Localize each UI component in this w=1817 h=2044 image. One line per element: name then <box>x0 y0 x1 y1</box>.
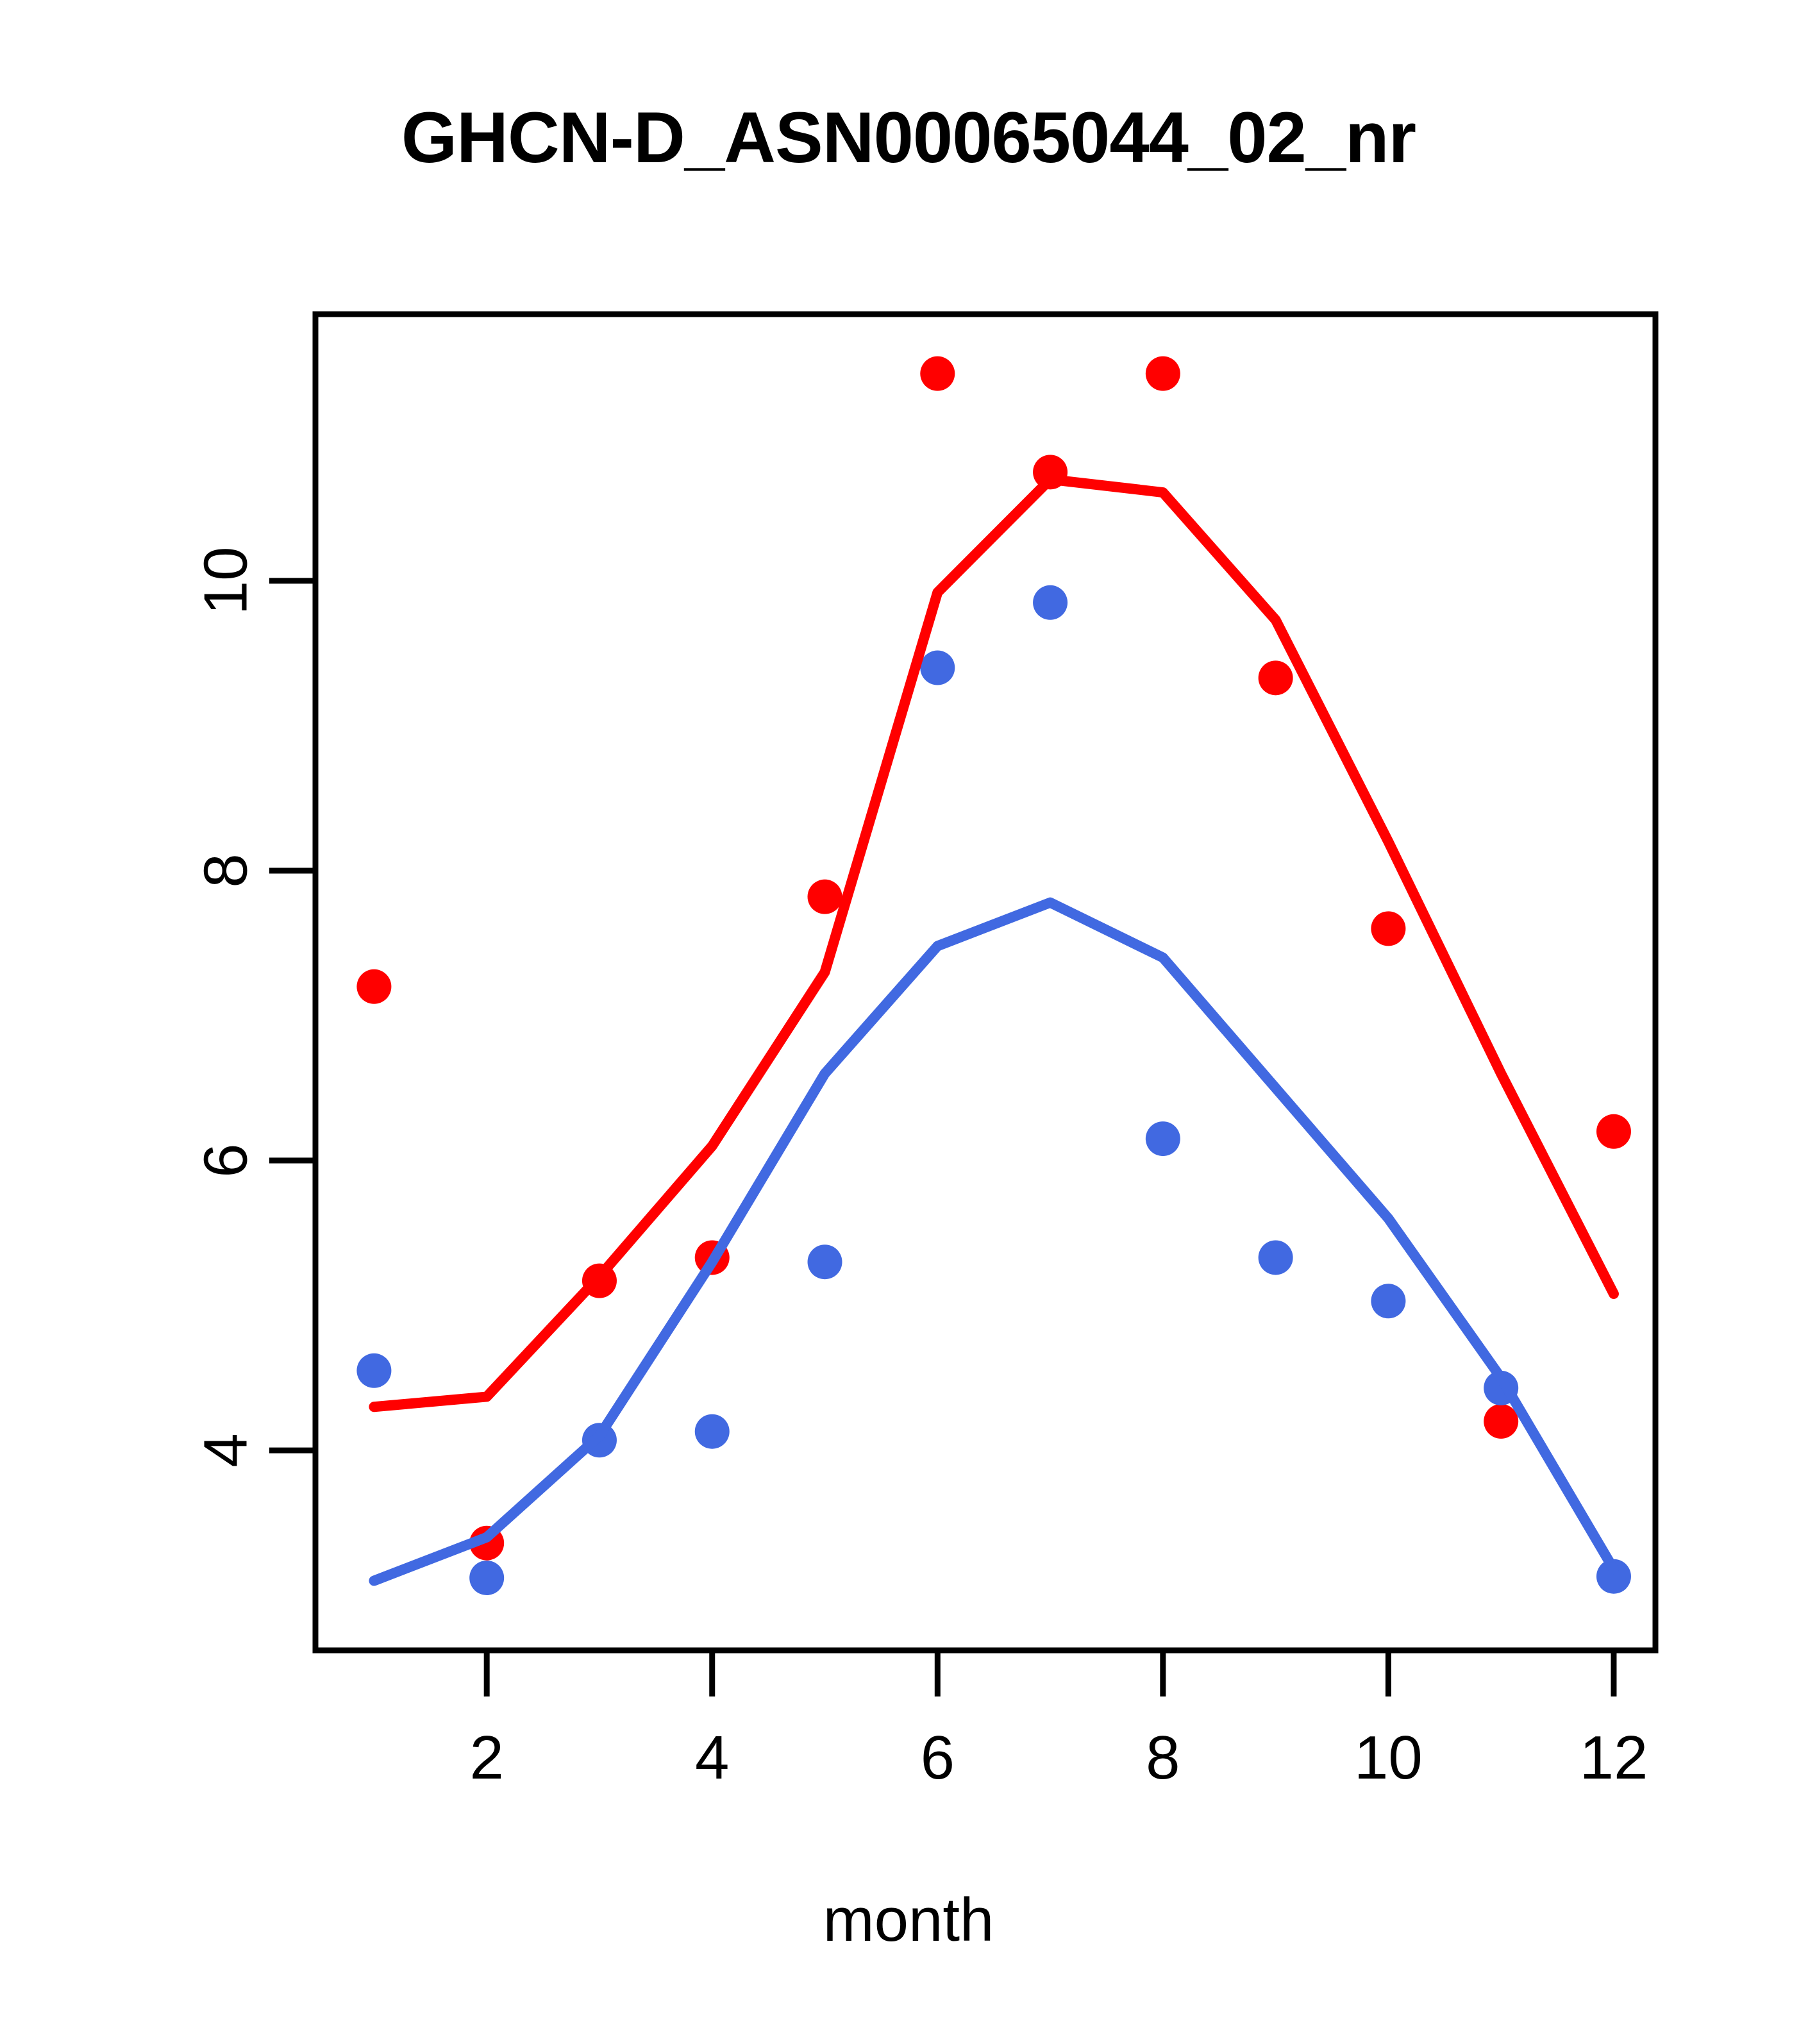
x-tick-label-12: 12 <box>1580 1723 1648 1792</box>
data-point <box>1371 911 1406 946</box>
data-point <box>1145 1121 1180 1157</box>
data-point <box>1596 1559 1631 1594</box>
blue-line <box>369 897 1619 1586</box>
x-tick-label-8: 8 <box>1146 1723 1180 1792</box>
data-point <box>1484 1403 1519 1439</box>
data-point <box>1258 1240 1293 1275</box>
red-points <box>356 356 1631 1561</box>
plot-box <box>312 311 1659 1654</box>
data-point <box>469 1560 505 1595</box>
y-tick-label-10: 10 <box>192 547 260 616</box>
x-tick-label-4: 4 <box>695 1723 729 1792</box>
x-tick-label-10: 10 <box>1354 1723 1423 1792</box>
x-axis-label: month <box>823 1886 994 1954</box>
data-point <box>356 969 392 1004</box>
axis-layer <box>269 311 1659 1696</box>
data-point <box>1145 356 1180 391</box>
data-point <box>1371 1284 1406 1319</box>
y-tick-label-6: 6 <box>192 1143 260 1177</box>
y-tick-label-4: 4 <box>192 1433 260 1467</box>
data-point <box>1033 585 1068 620</box>
data-point <box>807 1244 842 1280</box>
y-tick-label-8: 8 <box>192 853 260 887</box>
red-line <box>369 474 1619 1412</box>
blue-points <box>356 585 1631 1595</box>
data-point <box>920 650 955 685</box>
data-point <box>920 356 955 391</box>
data-point <box>356 1353 392 1388</box>
x-tick-label-6: 6 <box>921 1723 955 1792</box>
tick-label-layer: 2 4 6 8 10 12 4 6 8 10 <box>192 547 1648 1792</box>
data-point <box>694 1414 730 1449</box>
x-tick-label-2: 2 <box>469 1723 503 1792</box>
chart-title: GHCN-D_ASN00065044_02_nr <box>401 97 1416 178</box>
data-point <box>1258 660 1293 696</box>
series-layer <box>356 356 1631 1595</box>
data-point <box>1596 1114 1631 1149</box>
data-point <box>807 879 842 914</box>
